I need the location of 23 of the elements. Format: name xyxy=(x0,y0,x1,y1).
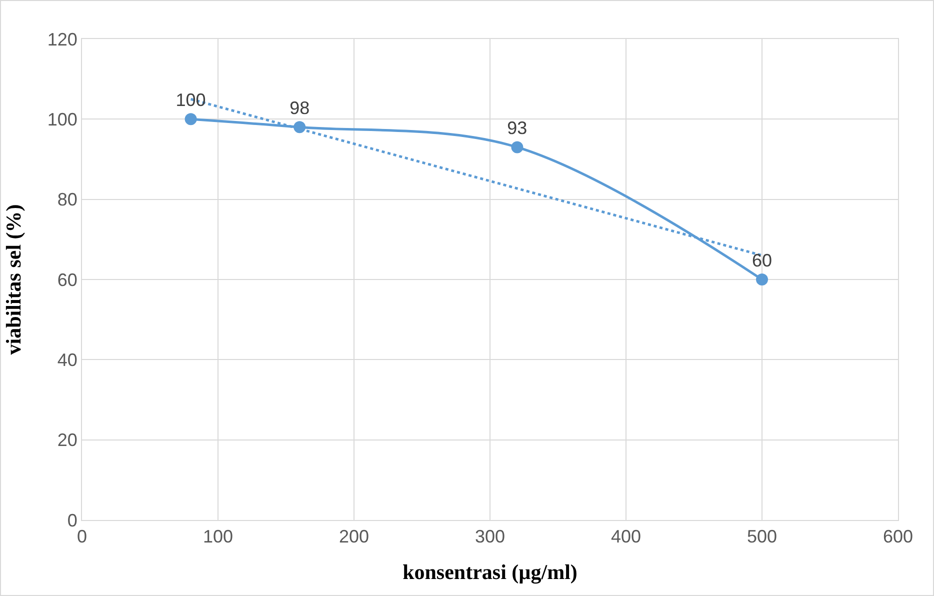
x-tick-label: 500 xyxy=(746,526,778,547)
point xyxy=(294,121,306,134)
x-tick-label: 300 xyxy=(474,526,506,547)
y-tick-label: 40 xyxy=(57,350,78,370)
data-label: 60 xyxy=(752,250,772,270)
point xyxy=(756,274,768,286)
y-tick-label: 120 xyxy=(47,29,78,50)
x-axis-title: konsentrasi (µg/ml) xyxy=(402,560,578,584)
data-label: 93 xyxy=(507,118,528,138)
point xyxy=(184,113,197,126)
y-tick-label: 100 xyxy=(47,109,78,130)
x-tick-label: 100 xyxy=(202,526,234,547)
y-tick-label: 20 xyxy=(57,430,78,450)
point xyxy=(511,141,524,154)
y-tick-label: 60 xyxy=(57,270,78,290)
y-tick-label: 80 xyxy=(57,190,78,210)
y-tick-label: 0 xyxy=(67,510,78,530)
x-tick-label: 200 xyxy=(338,526,370,547)
data-label: 98 xyxy=(290,98,310,118)
y-axis-title: viabilitas sel (%) xyxy=(2,204,26,355)
data-label: 100 xyxy=(176,90,206,110)
x-tick-label: 600 xyxy=(882,526,914,547)
x-tick-label: 400 xyxy=(610,526,642,547)
